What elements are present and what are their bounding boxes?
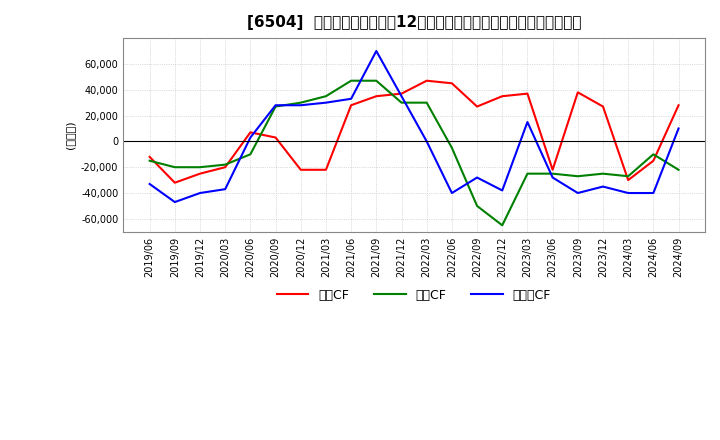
営業CF (549, 167, 557, 172)
Line: フリーCF: フリーCF (150, 51, 678, 202)
フリーCF (196, 191, 204, 196)
投資CF (574, 174, 582, 179)
営業CF (598, 104, 607, 109)
フリーCF (598, 184, 607, 189)
投資CF (221, 162, 230, 167)
営業CF (297, 167, 305, 172)
投資CF (523, 171, 532, 176)
投資CF (624, 174, 632, 179)
投資CF (246, 152, 255, 157)
営業CF (649, 158, 657, 163)
フリーCF (221, 187, 230, 192)
投資CF (448, 145, 456, 150)
フリーCF (498, 188, 507, 193)
フリーCF (347, 96, 356, 102)
営業CF (196, 171, 204, 176)
フリーCF (397, 94, 406, 99)
投資CF (423, 100, 431, 105)
営業CF (246, 130, 255, 135)
営業CF (574, 90, 582, 95)
投資CF (372, 78, 381, 83)
フリーCF (322, 100, 330, 105)
フリーCF (171, 199, 179, 205)
営業CF (322, 167, 330, 172)
Y-axis label: (百万円): (百万円) (66, 121, 76, 149)
フリーCF (674, 126, 683, 131)
フリーCF (448, 191, 456, 196)
投資CF (145, 158, 154, 163)
Line: 営業CF: 営業CF (150, 81, 678, 183)
フリーCF (271, 103, 280, 108)
投資CF (347, 78, 356, 83)
営業CF (473, 104, 482, 109)
フリーCF (523, 119, 532, 125)
フリーCF (574, 191, 582, 196)
フリーCF (473, 175, 482, 180)
投資CF (297, 100, 305, 105)
営業CF (448, 81, 456, 86)
投資CF (598, 171, 607, 176)
フリーCF (145, 181, 154, 187)
投資CF (649, 152, 657, 157)
投資CF (397, 100, 406, 105)
フリーCF (246, 135, 255, 140)
営業CF (347, 103, 356, 108)
営業CF (498, 94, 507, 99)
営業CF (397, 91, 406, 96)
フリーCF (372, 48, 381, 54)
Title: [6504]  キャッシュフローの12か月移動合計の対前年同期増減額の推移: [6504] キャッシュフローの12か月移動合計の対前年同期増減額の推移 (247, 15, 581, 30)
Legend: 営業CF, 投資CF, フリーCF: 営業CF, 投資CF, フリーCF (272, 284, 556, 307)
営業CF (674, 103, 683, 108)
営業CF (423, 78, 431, 83)
投資CF (171, 165, 179, 170)
営業CF (171, 180, 179, 185)
投資CF (196, 165, 204, 170)
フリーCF (549, 175, 557, 180)
フリーCF (624, 191, 632, 196)
投資CF (498, 223, 507, 228)
営業CF (221, 165, 230, 170)
フリーCF (649, 191, 657, 196)
営業CF (271, 135, 280, 140)
Line: 投資CF: 投資CF (150, 81, 678, 225)
営業CF (372, 94, 381, 99)
営業CF (145, 154, 154, 160)
フリーCF (297, 103, 305, 108)
フリーCF (423, 139, 431, 144)
投資CF (549, 171, 557, 176)
投資CF (473, 203, 482, 209)
投資CF (271, 104, 280, 109)
投資CF (674, 167, 683, 172)
投資CF (322, 94, 330, 99)
営業CF (624, 177, 632, 183)
営業CF (523, 91, 532, 96)
